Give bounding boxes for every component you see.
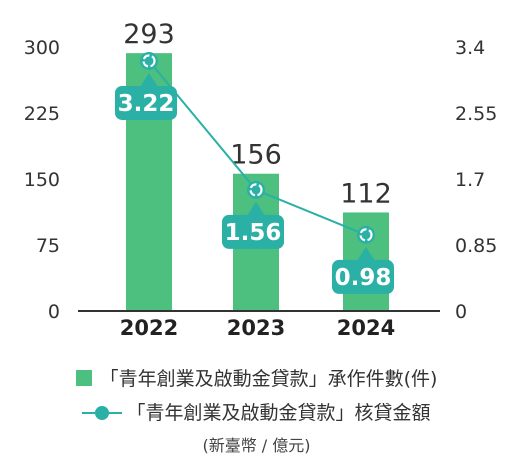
legend-bar-entry: 「青年創業及啟動金貸款」承作件數(件)	[0, 364, 513, 391]
combo-chart: 293 156 112 3.22 1.56 0.98 0 75 150 225 300 0 0.8…	[24, 19, 498, 340]
callout-pointer	[357, 246, 375, 261]
line-point-ring	[359, 228, 373, 242]
bar-value-label: 293	[123, 19, 175, 50]
callout-pointer	[247, 201, 265, 216]
left-tick-label: 0	[48, 301, 60, 323]
line-legend-label: 「青年創業及啟動金貸款」核貸金額	[126, 402, 431, 424]
bar-value-label: 156	[230, 140, 282, 171]
right-tick-label: 1.7	[455, 169, 485, 191]
x-axis: 2022 2023 2024	[120, 316, 395, 340]
left-tick-label: 300	[24, 37, 60, 59]
right-tick-label: 2.55	[455, 103, 497, 125]
unit-note: (新臺幣 / 億元)	[202, 436, 311, 455]
line-value-label: 0.98	[335, 265, 392, 291]
legend-line-entry: 「青年創業及啟動金貸款」核貸金額	[0, 398, 513, 425]
category-label: 2022	[120, 316, 178, 340]
right-tick-label: 3.4	[455, 37, 485, 59]
right-tick-label: 0	[455, 301, 467, 323]
left-axis: 0 75 150 225 300	[24, 37, 60, 323]
left-tick-label: 225	[24, 103, 60, 125]
bar-legend-label: 「青年創業及啟動金貸款」承作件數	[99, 368, 404, 390]
line-point-ring	[142, 54, 156, 68]
line-value-label: 1.56	[225, 220, 282, 246]
left-tick-label: 75	[36, 235, 60, 257]
line-legend-symbol	[82, 405, 123, 421]
left-tick-label: 150	[24, 169, 60, 191]
line-point-ring	[249, 183, 263, 197]
category-label: 2024	[337, 316, 395, 340]
bar-legend-suffix: (件)	[403, 368, 438, 390]
line-value-badge	[115, 85, 177, 120]
callout-pointer	[140, 72, 158, 87]
line-value-label: 3.22	[118, 91, 175, 117]
line-value-badge	[332, 259, 394, 294]
bar-legend-swatch	[75, 370, 92, 386]
category-label: 2023	[227, 316, 285, 340]
right-axis: 0 0.85 1.7 2.55 3.4	[455, 37, 497, 323]
right-tick-label: 0.85	[455, 235, 497, 257]
line-series: 3.22 1.56 0.98	[115, 51, 394, 294]
line-value-badge	[222, 214, 284, 249]
bar-value-label: 112	[340, 178, 392, 209]
